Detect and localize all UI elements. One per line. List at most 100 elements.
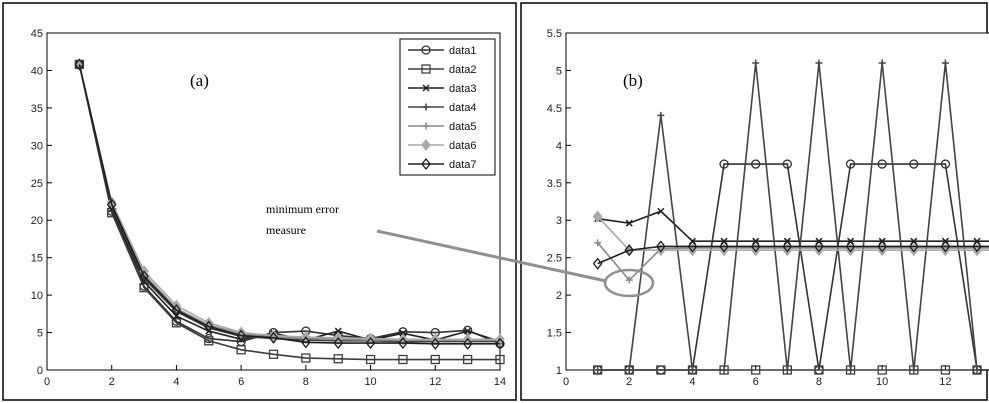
a-xtick-label: 14 xyxy=(494,376,506,388)
a-point-data2 xyxy=(398,354,408,365)
legend-label: data2 xyxy=(449,64,477,76)
b-ytick-label: 3 xyxy=(556,215,562,227)
annotation-line1: minimum error xyxy=(266,202,339,216)
panel-b-ticks: 1 1.5 2 2.5 3 3.5 4 4.5 5 5.5 0 2 4 6 8 10 12 xyxy=(547,28,952,388)
b-point-data7 xyxy=(814,240,824,253)
b-point-data3 xyxy=(657,207,665,215)
panel-a-series xyxy=(74,58,505,365)
a-point-data7 xyxy=(398,336,408,350)
legend-swatch-marker xyxy=(421,157,431,171)
legend-swatch-marker xyxy=(422,122,430,130)
legend-swatch-marker xyxy=(421,64,431,74)
a-point-data2 xyxy=(301,353,311,363)
b-point-data1 xyxy=(751,159,761,169)
panel-a-ticks: 0 5 10 15 20 25 30 35 40 45 0 2 4 6 8 10 12 14 xyxy=(31,28,506,388)
a-point-data2 xyxy=(495,354,505,365)
legend-item-data1: data1 xyxy=(408,45,477,57)
b-point-data4 xyxy=(973,366,981,374)
a-ytick-label: 5 xyxy=(37,328,43,340)
b-point-data7 xyxy=(592,257,603,270)
a-point-data2 xyxy=(268,349,279,359)
a-line-data7 xyxy=(78,64,500,345)
annotation-line2: measure xyxy=(266,223,306,237)
b-point-data7 xyxy=(908,240,919,253)
b-ytick-label: 2 xyxy=(556,290,562,302)
b-ytick-label: 1 xyxy=(556,365,562,377)
panel-b-label: (b) xyxy=(623,71,643,90)
panel-b-series xyxy=(592,59,989,375)
b-xtick-label: 8 xyxy=(816,376,822,388)
a-point-data2 xyxy=(365,354,376,365)
b-ytick-label: 4 xyxy=(556,140,562,152)
a-point-data2 xyxy=(333,354,343,364)
b-ytick-label: 5 xyxy=(556,65,562,77)
a-point-data3 xyxy=(464,327,472,335)
b-xtick-label: 2 xyxy=(626,376,632,388)
b-point-data1 xyxy=(845,159,856,169)
b-line-data4 xyxy=(597,62,989,371)
a-point-data7 xyxy=(139,270,149,283)
legend-item-data5: data5 xyxy=(408,121,477,133)
b-ytick-label: 1.5 xyxy=(547,328,562,340)
legend-item-data6: data6 xyxy=(408,138,477,152)
a-point-data7 xyxy=(462,337,473,350)
panel-a-label: (a) xyxy=(190,71,209,90)
b-point-data1 xyxy=(940,159,951,169)
a-series-data7 xyxy=(74,58,505,350)
b-point-data4 xyxy=(878,59,886,67)
b-series-data7 xyxy=(592,240,989,270)
b-xtick-label: 0 xyxy=(563,376,569,388)
a-point-data2 xyxy=(204,336,214,346)
b-point-data4 xyxy=(657,111,665,119)
b-point-data2 xyxy=(877,365,887,375)
b-line-data5 xyxy=(597,242,989,282)
a-point-data7 xyxy=(268,331,279,344)
b-point-data5 xyxy=(625,276,633,284)
b-point-data1 xyxy=(877,159,887,169)
a-point-data7 xyxy=(333,336,344,350)
a-line-data6 xyxy=(78,64,500,341)
a-line-data1 xyxy=(78,64,501,345)
b-point-data4 xyxy=(752,59,760,67)
a-ytick-label: 35 xyxy=(31,103,43,115)
a-point-data3 xyxy=(334,327,342,335)
b-point-data2 xyxy=(940,365,951,375)
b-point-data7 xyxy=(624,244,635,257)
b-series-data4 xyxy=(594,59,989,374)
b-xtick-label: 12 xyxy=(939,376,951,388)
b-point-data1 xyxy=(719,159,729,169)
a-ytick-label: 15 xyxy=(31,253,43,265)
minimum-error-ellipse xyxy=(603,268,655,298)
annotation: minimum error measure xyxy=(266,202,607,283)
a-ytick-label: 20 xyxy=(31,215,43,227)
b-point-data4 xyxy=(815,59,823,67)
b-point-data2 xyxy=(814,365,824,375)
legend-item-data4: data4 xyxy=(408,102,477,114)
b-point-data2 xyxy=(751,365,761,375)
a-xtick-label: 10 xyxy=(364,376,376,388)
a-point-data7 xyxy=(74,58,85,71)
a-point-data7 xyxy=(171,304,182,317)
a-xtick-label: 4 xyxy=(173,376,179,388)
legend-label: data3 xyxy=(449,83,477,95)
a-ytick-label: 40 xyxy=(31,65,43,77)
b-point-data7 xyxy=(656,240,666,253)
legend-label: data7 xyxy=(449,159,477,171)
annotation-arrow-line xyxy=(376,229,607,283)
a-point-data7 xyxy=(203,320,214,333)
a-xtick-label: 8 xyxy=(303,376,309,388)
b-point-data4 xyxy=(688,366,696,374)
b-point-data7 xyxy=(845,240,856,253)
b-point-data7 xyxy=(687,240,698,253)
legend-label: data4 xyxy=(449,102,477,114)
a-point-data2 xyxy=(236,345,246,355)
a-xtick-label: 2 xyxy=(109,376,115,388)
a-ytick-label: 45 xyxy=(31,28,43,40)
b-line-data6 xyxy=(597,215,989,251)
b-point-data7 xyxy=(877,240,888,253)
b-point-data7 xyxy=(750,240,761,253)
a-point-data7 xyxy=(430,337,441,350)
b-point-data4 xyxy=(910,366,918,374)
